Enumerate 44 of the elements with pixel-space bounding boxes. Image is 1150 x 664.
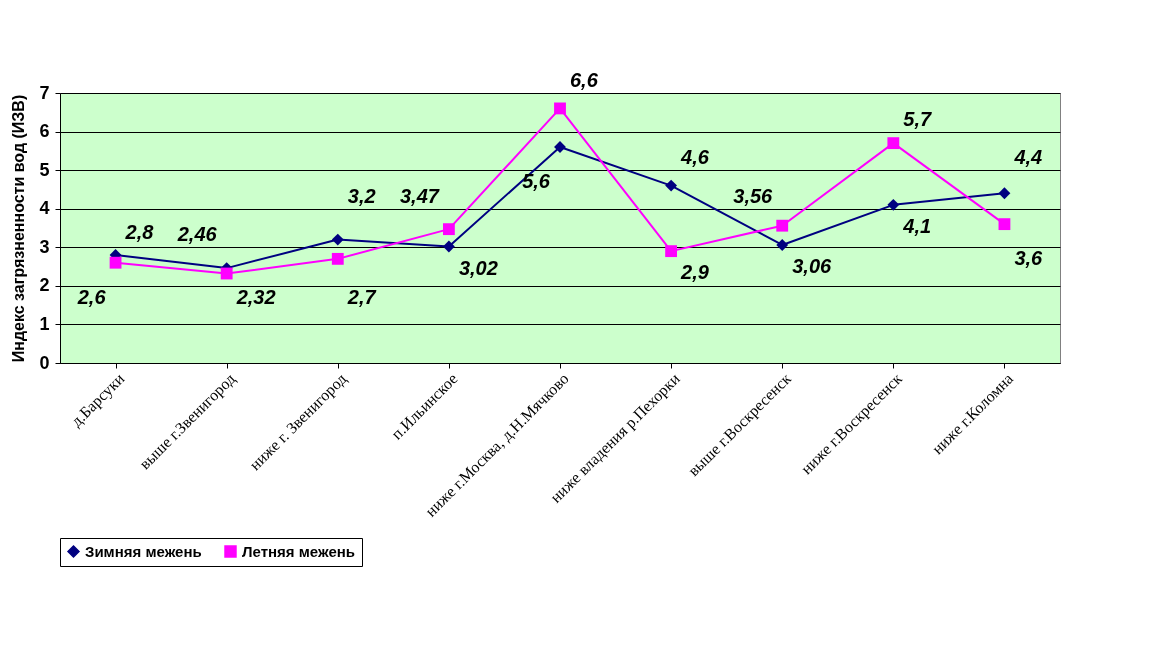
y-tick-label: 6: [39, 121, 50, 142]
data-label: 3,06: [792, 254, 833, 277]
data-label: 4,4: [1013, 146, 1043, 169]
data-label: 4,6: [680, 146, 710, 169]
point: [220, 267, 233, 280]
y-tick-label: 2: [39, 275, 50, 296]
point: [442, 240, 455, 253]
y-tick-label: 5: [39, 159, 50, 180]
data-label: 2,8: [124, 221, 155, 243]
point: [331, 233, 344, 246]
data-label: 2,32: [235, 285, 276, 308]
data-label: 5,6: [522, 170, 551, 193]
point: [887, 198, 900, 211]
data-label: 2,9: [680, 261, 710, 284]
point: [442, 223, 455, 236]
data-label: 3,47: [399, 184, 440, 207]
y-tick-label: 3: [39, 236, 50, 257]
y-tick-label: 0: [39, 352, 50, 373]
data-label: 6,6: [570, 69, 599, 91]
data-label: 4,1: [902, 214, 932, 237]
data-label: 3,2: [347, 184, 376, 207]
data-label: 5,7: [903, 107, 933, 130]
point: [665, 179, 678, 192]
point: [776, 219, 789, 232]
y-axis-title: Индекс загрязненности вод (ИЗВ): [10, 94, 28, 363]
point: [998, 218, 1011, 231]
data-label: 2,46: [176, 223, 218, 246]
data-label: 2,6: [76, 285, 107, 308]
point: [665, 245, 678, 258]
point: [776, 239, 789, 251]
data-label: 2,7: [346, 285, 377, 308]
point: [109, 256, 122, 269]
data-label: 3,56: [733, 184, 774, 207]
legend-label: Летняя межень: [242, 542, 356, 560]
point: [554, 102, 566, 115]
data-label: 3,6: [1014, 247, 1044, 270]
y-tick-label: 1: [39, 313, 50, 334]
point: [331, 252, 344, 265]
point: [887, 137, 900, 150]
point: [998, 187, 1011, 200]
legend-label: Зимняя межень: [85, 542, 202, 560]
y-tick-label: 7: [39, 82, 50, 103]
y-tick-label: 4: [39, 198, 50, 219]
data-label: 3,02: [458, 256, 498, 279]
